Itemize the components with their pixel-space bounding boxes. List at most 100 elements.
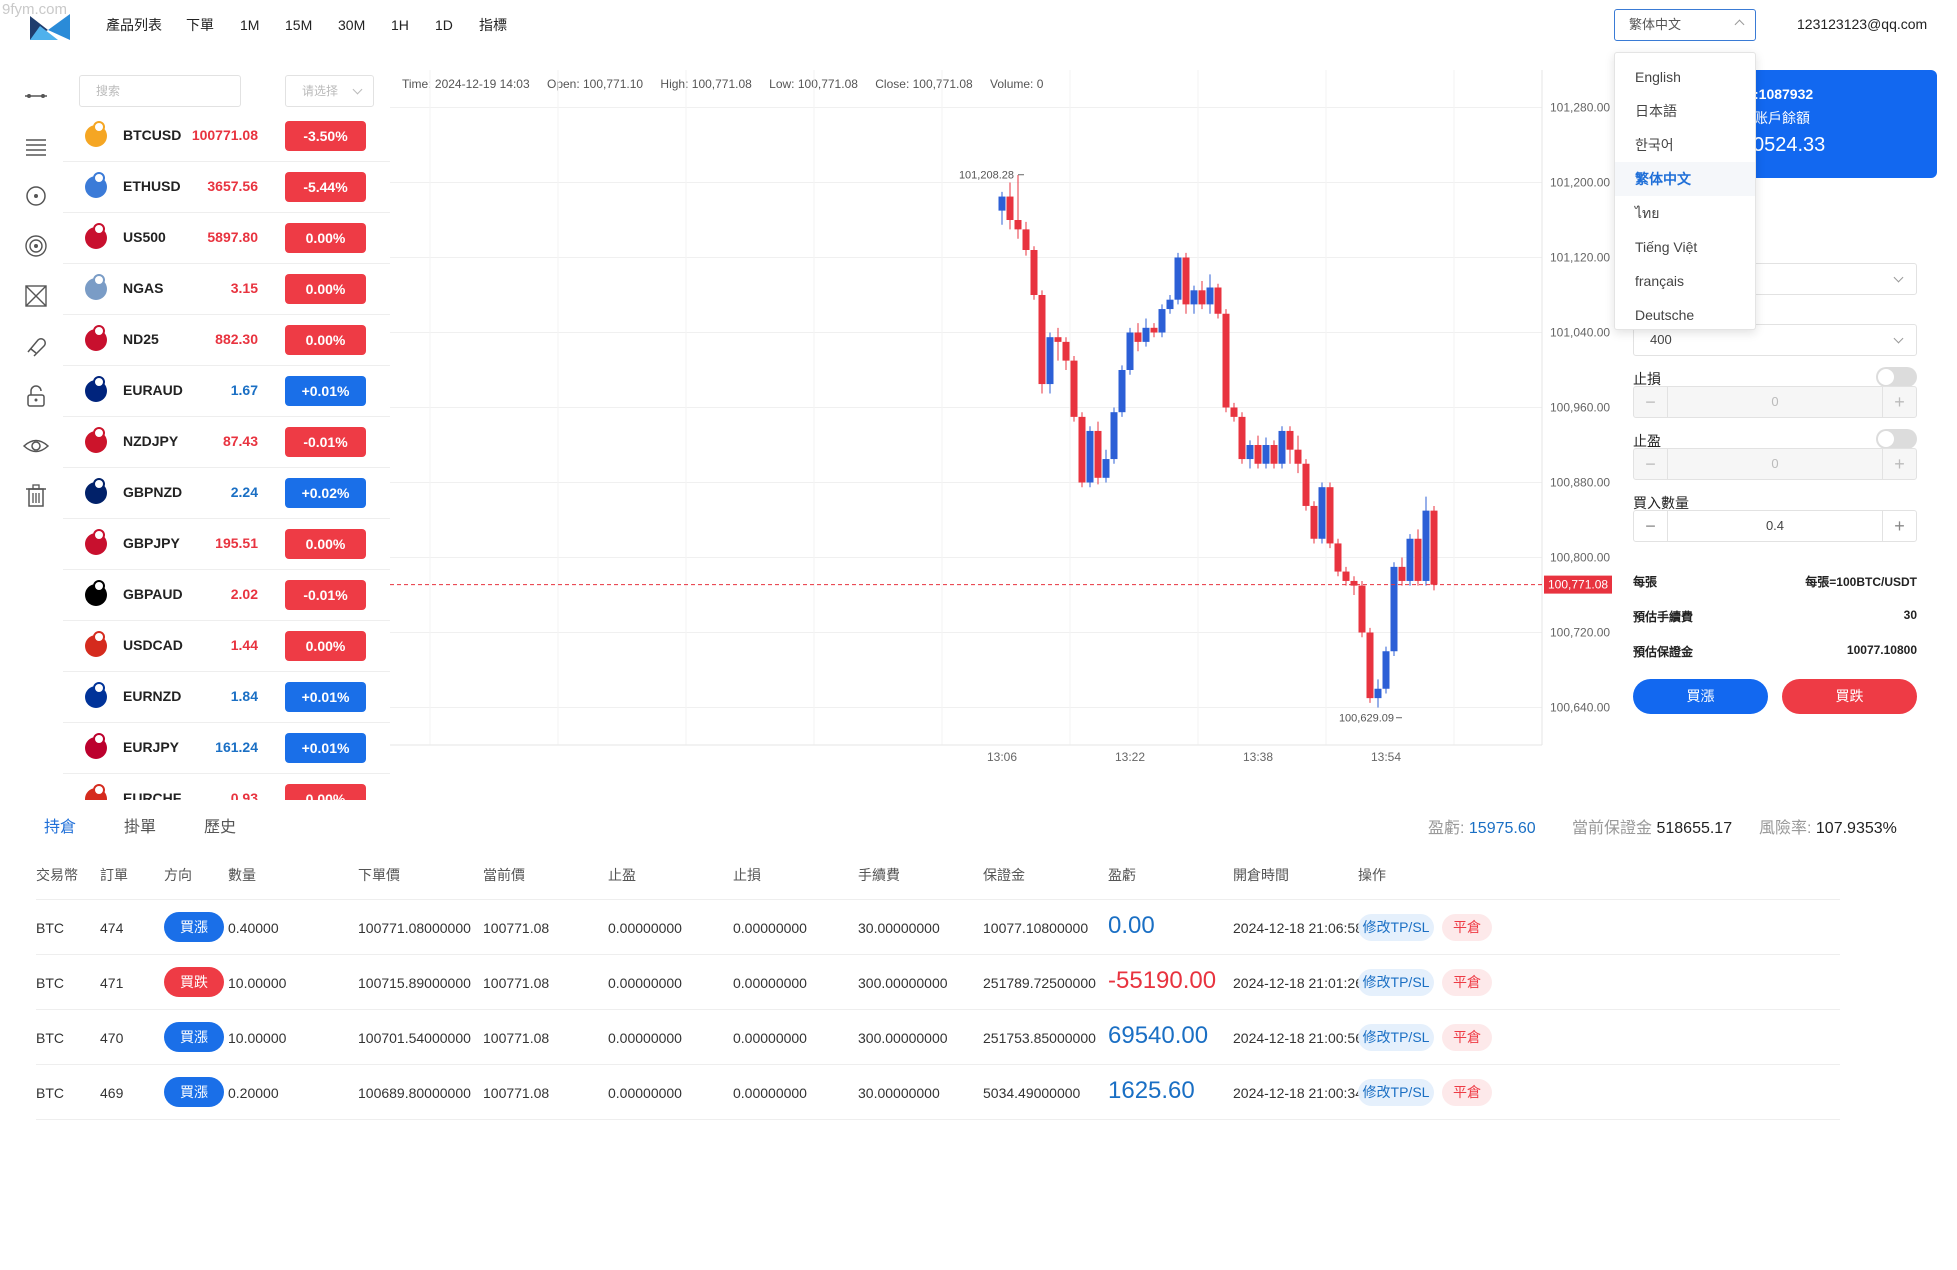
filter-select[interactable]: 请选择 (285, 75, 374, 107)
product-row[interactable]: EURCHF 0.93 0.00% (63, 774, 390, 800)
product-row[interactable]: NGAS 3.15 0.00% (63, 264, 390, 315)
tab-pending-orders[interactable]: 掛單 (124, 819, 157, 836)
modify-tpsl-button[interactable]: 修改TP/SL (1358, 1079, 1434, 1106)
sell-short-button[interactable]: 買跌 (1782, 679, 1917, 714)
stop-loss-toggle[interactable] (1876, 367, 1917, 387)
product-row[interactable]: NZDJPY 87.43 -0.01% (63, 417, 390, 468)
close-position-button[interactable]: 平倉 (1442, 1079, 1492, 1106)
timeframe-15m[interactable]: 15M (285, 17, 313, 33)
user-email[interactable]: 123123123@qq.com (1797, 16, 1928, 32)
language-select[interactable]: 繁体中文 (1614, 9, 1756, 41)
take-profit-toggle[interactable] (1876, 429, 1917, 449)
language-option[interactable]: Deutsche (1635, 307, 1695, 323)
table-row: BTC 469 買漲 0.20000 100689.80000000 100771.08 0… (36, 1065, 1840, 1120)
timeframe-1d[interactable]: 1D (435, 17, 453, 33)
logo[interactable] (28, 12, 72, 42)
stop-loss-stepper[interactable]: − 0 + (1633, 386, 1917, 418)
fibonacci-box-icon[interactable] (22, 282, 50, 310)
minus-icon[interactable]: − (1634, 511, 1668, 541)
tab-place-order[interactable]: 下單 (186, 17, 214, 33)
product-symbol: ND25 (123, 331, 159, 347)
quantity-select[interactable]: 400 (1633, 324, 1917, 356)
product-row[interactable]: ETHUSD 3657.56 -5.44% (63, 162, 390, 213)
language-option[interactable]: 한국어 (1635, 137, 1674, 153)
direction-badge: 買漲 (164, 912, 224, 942)
product-symbol: EURJPY (123, 739, 180, 755)
product-symbol: US500 (123, 229, 166, 245)
unlock-icon[interactable] (22, 382, 50, 410)
y-tick-label: 101,040.00 (1550, 326, 1610, 340)
cell-fee: 300.00000000 (858, 975, 948, 991)
timeframe-30m[interactable]: 30M (338, 17, 366, 33)
language-option[interactable]: 繁体中文 (1615, 162, 1755, 196)
product-row[interactable]: GBPAUD 2.02 -0.01% (63, 570, 390, 621)
modify-tpsl-button[interactable]: 修改TP/SL (1358, 1024, 1434, 1051)
buy-quantity-value[interactable]: 0.4 (1765, 518, 1785, 533)
product-price: 1.84 (230, 688, 258, 704)
candle-body (1086, 430, 1094, 483)
tab-positions[interactable]: 持倉 (44, 819, 77, 836)
product-row[interactable]: EURJPY 161.24 +0.01% (63, 723, 390, 774)
take-profit-value: 0 (1771, 456, 1779, 471)
current-price-badge (1544, 575, 1612, 594)
product-change-badge: -3.50% (285, 121, 366, 151)
cell-quantity: 0.40000 (228, 920, 279, 936)
plus-icon[interactable]: + (1882, 511, 1916, 541)
chart-info-open: Open: 100,771.10 (546, 77, 644, 91)
language-option[interactable]: English (1635, 69, 1681, 85)
flag-secondary-icon (93, 274, 105, 286)
modify-tpsl-button[interactable]: 修改TP/SL (1358, 914, 1434, 941)
trash-icon[interactable] (22, 482, 50, 510)
product-price: 3657.56 (207, 178, 258, 194)
candle-body (1262, 445, 1270, 464)
close-position-button[interactable]: 平倉 (1442, 1024, 1492, 1051)
language-option[interactable]: Tiếng Việt (1635, 239, 1698, 255)
plus-icon[interactable]: + (1882, 387, 1916, 417)
minus-icon[interactable]: − (1634, 449, 1668, 479)
language-option[interactable]: 日本語 (1635, 103, 1677, 119)
product-row[interactable]: ND25 882.30 0.00% (63, 315, 390, 366)
product-row[interactable]: USDCAD 1.44 0.00% (63, 621, 390, 672)
product-row[interactable]: US500 5897.80 0.00% (63, 213, 390, 264)
close-position-button[interactable]: 平倉 (1442, 914, 1492, 941)
language-option[interactable]: ไทย (1635, 205, 1660, 221)
plus-icon[interactable]: + (1882, 449, 1916, 479)
magnet-icon[interactable] (22, 332, 50, 360)
eye-icon[interactable] (22, 432, 50, 460)
product-row[interactable]: GBPJPY 195.51 0.00% (63, 519, 390, 570)
close-position-button[interactable]: 平倉 (1442, 969, 1492, 996)
timeframe-1m[interactable]: 1M (240, 17, 260, 33)
take-profit-stepper[interactable]: − 0 + (1633, 448, 1917, 480)
indicators-button[interactable]: 指標 (479, 17, 507, 33)
product-row[interactable]: BTCUSD 100771.08 -3.50% (63, 111, 390, 162)
buy-quantity-stepper[interactable]: − 0.4 + (1633, 510, 1917, 542)
table-header: 交易幣 訂單 方向 數量 下單價 當前價 止盈 止損 手續費 保證金 盈虧 開倉時間 操作 (36, 855, 1840, 900)
minus-icon[interactable]: − (1634, 387, 1668, 417)
candle-body (1006, 196, 1014, 220)
tab-product-list[interactable]: 產品列表 (106, 17, 162, 33)
column-header: 手續費 (858, 867, 900, 883)
concentric-circles-icon[interactable] (22, 232, 50, 260)
parallel-lines-icon[interactable] (22, 132, 50, 160)
language-option[interactable]: français (1635, 273, 1685, 289)
timeframe-1h[interactable]: 1H (391, 17, 409, 33)
modify-tpsl-button[interactable]: 修改TP/SL (1358, 969, 1434, 996)
buy-long-button[interactable]: 買漲 (1633, 679, 1768, 714)
cell-coin: BTC (36, 1085, 64, 1101)
product-price: 87.43 (222, 433, 258, 449)
cell-open-price: 100771.08000000 (358, 920, 471, 936)
product-row[interactable]: EURNZD 1.84 +0.01% (63, 672, 390, 723)
candlestick-chart[interactable]: 101,280.00 101,200.00 101,120.00 101,040.00… (390, 60, 1615, 780)
circle-target-icon[interactable] (22, 182, 50, 210)
flag-secondary-icon (93, 427, 105, 439)
crosshair-line-icon[interactable] (22, 82, 50, 110)
cell-current-price: 100771.08 (483, 1030, 550, 1046)
product-symbol: EURCHF (123, 790, 182, 800)
cell-current-price: 100771.08 (483, 920, 550, 936)
search-input[interactable]: 搜索 (79, 75, 241, 107)
candle-body (1422, 510, 1430, 581)
product-row[interactable]: EURAUD 1.67 +0.01% (63, 366, 390, 417)
cell-current-price: 100771.08 (483, 975, 550, 991)
tab-history[interactable]: 歷史 (204, 819, 237, 836)
product-row[interactable]: GBPNZD 2.24 +0.02% (63, 468, 390, 519)
